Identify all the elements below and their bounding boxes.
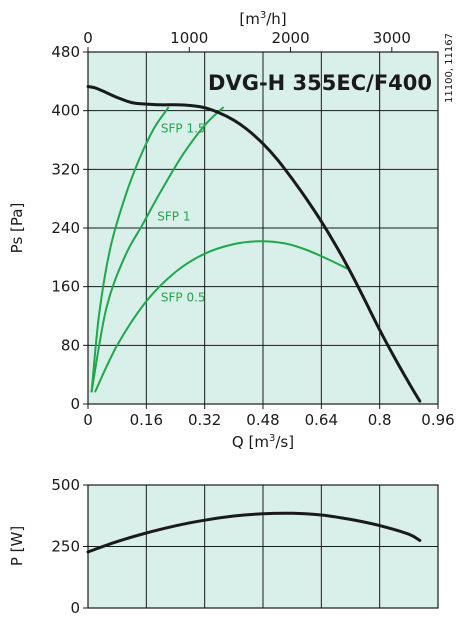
power-y-tick-label: 500 [51, 476, 80, 494]
power-y-axis-label: P [W] [8, 526, 26, 566]
pressure-y-tick-label: 240 [51, 219, 80, 237]
pressure-x-ticks: 0 0.16 0.32 0.48 0.64 0.8 0.96 [83, 404, 455, 429]
power-y-tick-label: 250 [51, 538, 80, 556]
sfp-lines [90, 106, 348, 393]
article-code: 11100, 11167 [444, 33, 455, 103]
pressure-y-tick-label: 0 [70, 395, 80, 413]
pressure-x-tick-label: 0.16 [130, 411, 163, 429]
top-tick-label: 1000 [170, 29, 208, 47]
power-chart: 0 250 500 P [W] [8, 476, 439, 617]
x-axis-label: Q [m3/s] [232, 433, 294, 451]
power-y-tick-label: 0 [70, 599, 80, 617]
pressure-x-tick-label: 0.32 [188, 411, 221, 429]
power-curve [86, 511, 422, 554]
fan-curve [86, 85, 422, 403]
pressure-x-tick-label: 0.8 [368, 411, 392, 429]
pressure-y-tick-label: 480 [51, 43, 80, 61]
sfp-line [90, 106, 224, 393]
sfp-label: SFP 0.5 [161, 290, 206, 304]
top-axis-label: [m3/h] [239, 10, 286, 28]
pressure-x-tick-label: 0 [83, 411, 93, 429]
pressure-y-tick-label: 80 [61, 336, 80, 354]
power-curve-group [86, 511, 422, 554]
sfp-label: SFP 1 [157, 210, 190, 224]
chart-title: DVG-H 355EC/F400 [208, 71, 432, 95]
top-tick-label: 2000 [271, 29, 309, 47]
fan-curve-group [86, 85, 422, 403]
top-tick-label: 0 [83, 29, 93, 47]
pressure-x-tick-label: 0.48 [246, 411, 279, 429]
y-axis-label: Ps [Pa] [8, 203, 26, 254]
pressure-y-tick-label: 320 [51, 160, 80, 178]
flow-m3h-ticks: 0 1000 2000 3000 [83, 29, 411, 52]
sfp-line [90, 106, 170, 393]
sfp-labels: SFP 1.5 SFP 1 SFP 0.5 [157, 122, 205, 305]
pressure-x-tick-label: 0.96 [421, 411, 454, 429]
pressure-y-ticks: 0 80 160 240 320 400 480 [51, 43, 88, 413]
pressure-y-tick-label: 160 [51, 278, 80, 296]
sfp-line [94, 240, 348, 393]
power-y-ticks: 0 250 500 [51, 476, 88, 617]
sfp-label: SFP 1.5 [161, 122, 206, 136]
top-tick-label: 3000 [373, 29, 411, 47]
pressure-y-tick-label: 400 [51, 102, 80, 120]
pressure-x-tick-label: 0.64 [305, 411, 338, 429]
pressure-chart: 0 0.16 0.32 0.48 0.64 0.8 0.96 0 80 160 240 320 400… [8, 10, 455, 451]
